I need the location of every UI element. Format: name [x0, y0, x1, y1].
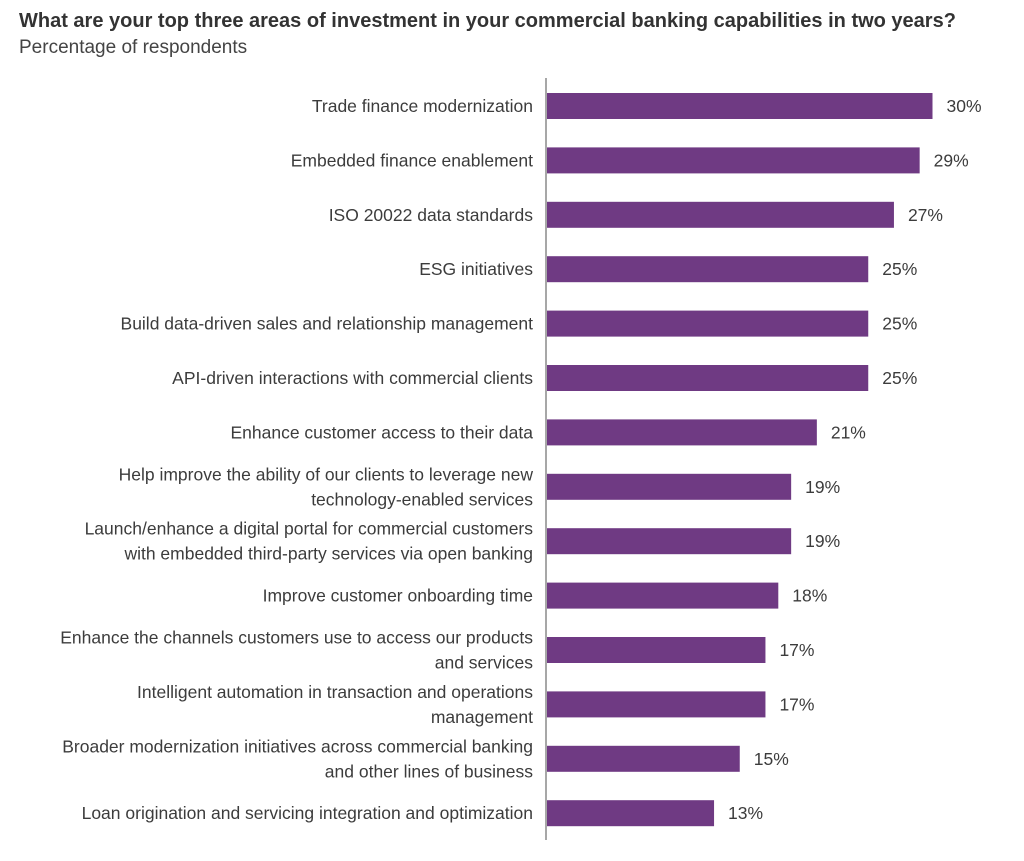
category-label-line: technology-enabled services: [311, 489, 533, 509]
category-label-line: Enhance the channels customers use to ac…: [60, 628, 533, 648]
bar: [547, 637, 766, 663]
bar-value-label: 19%: [805, 531, 840, 551]
bar: [547, 419, 817, 446]
category-label-line: Trade finance modernization: [312, 96, 533, 116]
bar: [547, 528, 792, 555]
category-label: API-driven interactions with commercial …: [172, 368, 533, 388]
chart-subtitle: Percentage of respondents: [19, 37, 248, 58]
bar-value-label: 13%: [728, 803, 763, 823]
category-label: Broader modernization initiatives across…: [62, 736, 533, 781]
bar: [547, 745, 740, 772]
category-label: Improve customer onboarding time: [263, 586, 533, 606]
category-label-line: Help improve the ability of our clients …: [119, 464, 534, 484]
category-label-line: Enhance customer access to their data: [230, 422, 533, 442]
category-label-line: Broader modernization initiatives across…: [62, 736, 533, 756]
category-label-line: API-driven interactions with commercial …: [172, 368, 533, 388]
category-label: ESG initiatives: [419, 259, 533, 279]
category-label: Trade finance modernization: [312, 96, 533, 116]
bar-value-label: 25%: [882, 368, 917, 388]
bar-value-label: 29%: [934, 150, 969, 170]
bar-value-label: 21%: [831, 422, 866, 442]
bar: [547, 582, 779, 609]
bar-value-label: 17%: [779, 694, 814, 714]
category-label: Help improve the ability of our clients …: [119, 464, 534, 509]
category-label: Launch/enhance a digital portal for comm…: [85, 519, 534, 564]
bar: [547, 147, 920, 174]
bar-value-label: 18%: [792, 586, 827, 606]
category-label: ISO 20022 data standards: [329, 205, 534, 225]
category-label-line: Intelligent automation in transaction an…: [137, 682, 533, 702]
category-label-line: and services: [435, 653, 533, 673]
category-label-line: management: [431, 707, 533, 727]
bar: [547, 256, 869, 283]
category-label: Intelligent automation in transaction an…: [137, 682, 533, 727]
chart-title: What are your top three areas of investm…: [19, 10, 956, 32]
bar: [547, 473, 792, 500]
bar: [547, 201, 894, 228]
category-label-line: ISO 20022 data standards: [329, 205, 534, 225]
bar-value-label: 25%: [882, 259, 917, 279]
bar-value-label: 19%: [805, 477, 840, 497]
bar: [547, 800, 715, 827]
category-label-line: Launch/enhance a digital portal for comm…: [85, 519, 534, 539]
category-label-line: Improve customer onboarding time: [263, 586, 533, 606]
bar: [547, 93, 933, 119]
bars-group: 30% Trade finance modernization 29% Embedde…: [60, 93, 982, 827]
bar: [547, 691, 766, 718]
bar-value-label: 15%: [754, 749, 789, 769]
category-label-line: with embedded third-party services via o…: [123, 544, 533, 564]
bar: [547, 365, 869, 391]
category-label: Enhance customer access to their data: [230, 422, 533, 442]
category-label: Loan origination and servicing integrati…: [82, 803, 533, 823]
bar-value-label: 27%: [908, 205, 943, 225]
category-label: Embedded finance enablement: [291, 150, 533, 170]
category-label-line: and other lines of business: [325, 761, 533, 781]
bar-value-label: 30%: [947, 96, 982, 116]
category-label-line: Build data-driven sales and relationship…: [121, 314, 534, 334]
category-label-line: Embedded finance enablement: [291, 150, 533, 170]
category-label: Build data-driven sales and relationship…: [121, 314, 534, 334]
category-label-line: ESG initiatives: [419, 259, 533, 279]
bar: [547, 310, 869, 337]
category-label: Enhance the channels customers use to ac…: [60, 628, 533, 673]
category-label-line: Loan origination and servicing integrati…: [82, 803, 533, 823]
bar-value-label: 25%: [882, 314, 917, 334]
bar-value-label: 17%: [779, 640, 814, 660]
